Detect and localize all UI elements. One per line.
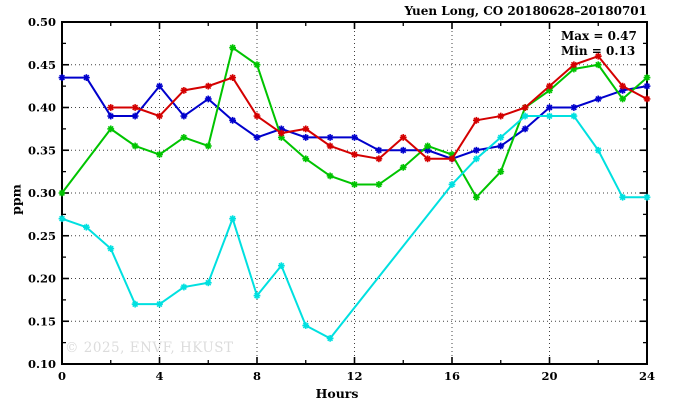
svg-text:0.25: 0.25 bbox=[28, 229, 56, 243]
svg-text:0.30: 0.30 bbox=[28, 186, 56, 200]
svg-text:0.10: 0.10 bbox=[28, 357, 56, 371]
svg-text:0: 0 bbox=[58, 369, 66, 383]
svg-text:0.35: 0.35 bbox=[28, 143, 56, 157]
svg-text:8: 8 bbox=[253, 369, 261, 383]
svg-text:24: 24 bbox=[639, 369, 655, 383]
chart-title: Yuen Long, CO 20180628–20180701 bbox=[404, 4, 647, 18]
svg-text:16: 16 bbox=[444, 369, 460, 383]
svg-text:0.50: 0.50 bbox=[28, 15, 56, 29]
svg-text:0.45: 0.45 bbox=[28, 58, 56, 72]
watermark: © 2025, ENVF, HKUST bbox=[65, 340, 234, 356]
max-annotation: Max = 0.47 bbox=[561, 29, 637, 43]
svg-text:0.40: 0.40 bbox=[28, 101, 56, 115]
min-annotation: Min = 0.13 bbox=[561, 44, 636, 58]
svg-text:4: 4 bbox=[155, 369, 163, 383]
svg-text:20: 20 bbox=[541, 369, 557, 383]
svg-text:0.20: 0.20 bbox=[28, 272, 56, 286]
svg-text:0.15: 0.15 bbox=[28, 314, 56, 328]
y-axis-label: ppm bbox=[8, 184, 24, 215]
svg-text:12: 12 bbox=[346, 369, 362, 383]
x-axis-label: Hours bbox=[315, 386, 359, 401]
